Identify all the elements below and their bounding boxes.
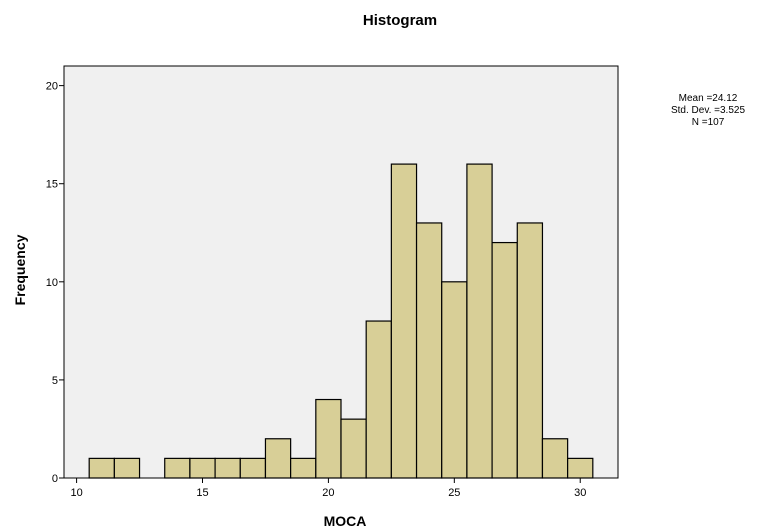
histogram-bar-19 xyxy=(567,457,594,479)
histogram-bar-4 xyxy=(189,457,216,479)
histogram-bar-0 xyxy=(88,457,115,479)
x-tick-label-4: 30 xyxy=(574,487,586,499)
histogram-bar-7 xyxy=(264,438,292,479)
histogram-bar-10 xyxy=(340,418,367,479)
histogram-bar-3 xyxy=(164,457,191,479)
histogram-bar-11 xyxy=(365,320,392,479)
x-axis-label: MOCA xyxy=(324,513,367,529)
y-tick-label-0: 0 xyxy=(52,473,58,485)
y-axis-ticks: 0 5 10 15 20 xyxy=(46,81,64,485)
x-tick-label-2: 20 xyxy=(322,487,334,499)
histogram-bar-12 xyxy=(390,163,418,479)
plot-area: 10 15 20 25 30 0 5 10 15 20 xyxy=(46,65,619,499)
histogram-bar-9 xyxy=(315,398,342,479)
histogram-bar-6 xyxy=(239,457,267,479)
y-tick-label-2: 10 xyxy=(46,277,58,289)
histogram-bar-8 xyxy=(290,457,317,479)
y-axis-label: Frequency xyxy=(12,234,28,305)
stat-n: N =107 xyxy=(692,117,725,128)
y-tick-label-4: 20 xyxy=(46,81,58,93)
y-tick-label-1: 5 xyxy=(52,375,58,387)
histogram-bar-14 xyxy=(441,281,468,479)
histogram-bar-15 xyxy=(466,163,493,479)
histogram-bar-17 xyxy=(516,222,544,479)
x-tick-label-3: 25 xyxy=(448,487,460,499)
x-tick-label-0: 10 xyxy=(70,487,82,499)
stat-std-dev: Std. Dev. =3.525 xyxy=(671,105,745,116)
histogram-bar-5 xyxy=(214,457,241,479)
y-tick-label-3: 15 xyxy=(46,179,58,191)
stat-mean: Mean =24.12 xyxy=(679,93,738,104)
histogram-bar-13 xyxy=(415,222,443,479)
x-axis-ticks: 10 15 20 25 30 xyxy=(70,478,586,499)
plot-frame xyxy=(63,65,619,479)
bars-group xyxy=(88,163,594,479)
statistics-box: Mean =24.12 Std. Dev. =3.525 N =107 xyxy=(671,93,745,128)
chart-title: Histogram xyxy=(363,12,437,29)
histogram-bar-18 xyxy=(541,438,569,479)
histogram-bar-16 xyxy=(491,241,518,479)
x-tick-label-1: 15 xyxy=(196,487,208,499)
histogram-bar-1 xyxy=(113,457,141,479)
